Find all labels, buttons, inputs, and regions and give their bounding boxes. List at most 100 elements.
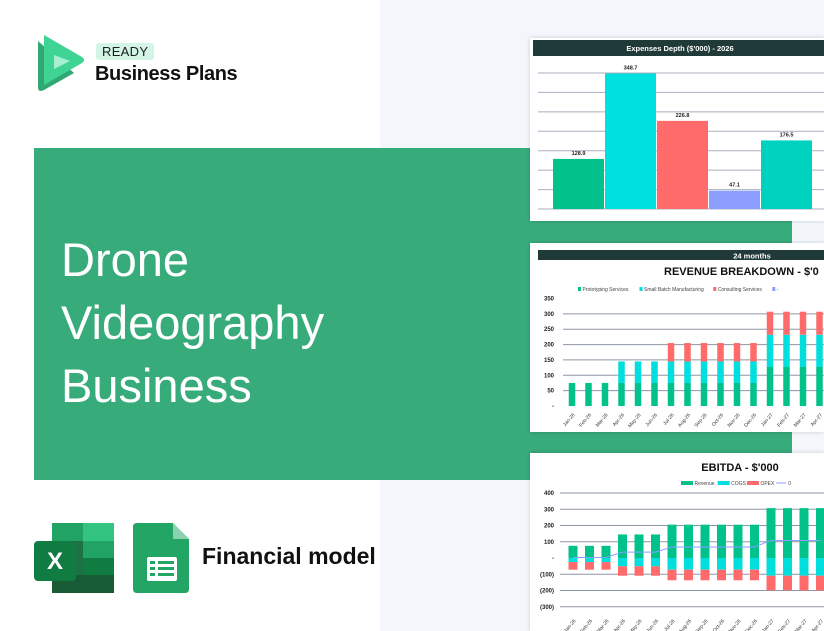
bar-segment bbox=[733, 558, 743, 570]
bar-segment bbox=[651, 566, 660, 576]
y-tick-label: 100 bbox=[544, 373, 555, 379]
x-tick-label: Jun-26 bbox=[646, 618, 661, 631]
bar-segment bbox=[667, 382, 675, 406]
bar-segment bbox=[568, 562, 578, 570]
data-label: 128.9 bbox=[572, 151, 586, 157]
bar-segment bbox=[799, 311, 807, 335]
expenses-chart: Expenses Depth ($'000) - 2026 128.9 348.7… bbox=[533, 40, 824, 210]
bar-segment bbox=[667, 524, 677, 558]
brand-badge: READY bbox=[96, 43, 155, 60]
bar-segment bbox=[634, 534, 644, 558]
bar-segment bbox=[684, 524, 693, 558]
bar-segment bbox=[799, 366, 807, 406]
bar-segment bbox=[750, 361, 757, 383]
bar-segment bbox=[618, 558, 627, 567]
bar-segment bbox=[651, 558, 660, 567]
x-tick-label: Dec-26 bbox=[743, 412, 758, 428]
y-tick-label: (200) bbox=[540, 589, 554, 595]
bar-segment bbox=[783, 311, 790, 335]
bar-segment bbox=[700, 558, 710, 570]
bar-segment bbox=[601, 382, 609, 406]
bar-segment bbox=[766, 334, 774, 367]
bar-segment bbox=[667, 361, 675, 383]
bar-segment bbox=[733, 569, 743, 581]
bar-segment bbox=[783, 334, 790, 367]
bar-segment bbox=[783, 575, 792, 591]
y-tick-label: 50 bbox=[547, 389, 554, 395]
x-tick-label: Mar-27 bbox=[794, 618, 809, 631]
bar-segment bbox=[816, 366, 823, 406]
bar-segment bbox=[684, 569, 693, 581]
bar-segment bbox=[601, 558, 611, 563]
legend-label: Small Batch Manufacturing bbox=[644, 287, 704, 293]
bar-segment bbox=[816, 311, 823, 335]
bar-segment bbox=[634, 558, 644, 567]
bar-segment bbox=[634, 382, 642, 406]
bar-segment bbox=[783, 508, 792, 558]
x-tick-label: May-26 bbox=[628, 618, 643, 631]
ebitda-line bbox=[573, 539, 821, 559]
bar-segment bbox=[585, 562, 594, 570]
y-tick-label: 300 bbox=[544, 507, 555, 513]
chart-title: EBITDA - $'000 bbox=[701, 462, 778, 474]
y-tick-label: 100 bbox=[544, 540, 555, 546]
legend-label: Consulting Services bbox=[718, 287, 763, 293]
chart-title: Expenses Depth ($'000) - 2026 bbox=[626, 44, 733, 53]
x-tick-label: Aug-26 bbox=[677, 412, 692, 428]
bar-segment bbox=[816, 508, 824, 558]
bar-segment bbox=[816, 334, 823, 367]
bar-segment bbox=[750, 558, 759, 570]
bar-segment bbox=[750, 343, 757, 362]
bar-segment bbox=[585, 558, 594, 563]
data-label: 47.1 bbox=[729, 183, 740, 189]
bar-segment bbox=[766, 575, 776, 591]
legend-label: Revenue bbox=[695, 481, 715, 487]
y-tick-label: 400 bbox=[544, 491, 555, 497]
bar-segment bbox=[651, 382, 658, 406]
bar-segment bbox=[799, 575, 809, 591]
x-tick-label: Jul-26 bbox=[663, 618, 676, 631]
bar bbox=[709, 190, 760, 209]
bar-segment bbox=[816, 558, 824, 576]
expenses-chart-card: Expenses Depth ($'000) - 2026 128.9 348.7… bbox=[530, 38, 824, 221]
bar-segment bbox=[700, 361, 708, 383]
bar-segment bbox=[799, 508, 809, 558]
chart-header bbox=[533, 40, 824, 56]
x-tick-label: Nov-26 bbox=[727, 412, 742, 428]
bar-segment bbox=[667, 343, 675, 362]
bar-segment bbox=[684, 382, 691, 406]
x-tick-label: May-26 bbox=[627, 412, 642, 429]
ebitda-chart-card: EBITDA - $'000 400 300 200 100 - (100) (200) (3… bbox=[530, 453, 824, 631]
bar-segment bbox=[766, 508, 776, 558]
chart-header bbox=[538, 250, 824, 260]
y-tick-label: - bbox=[552, 404, 554, 410]
chart-header-label: 24 months bbox=[733, 252, 771, 261]
bar bbox=[657, 120, 708, 209]
bar-segment bbox=[684, 361, 691, 383]
legend-swatch bbox=[717, 481, 730, 485]
bar-segment bbox=[700, 569, 710, 581]
legend-label: 0 bbox=[788, 481, 791, 487]
legend-swatch bbox=[639, 287, 643, 291]
bar-segment bbox=[717, 361, 724, 383]
page-title: Drone Videography Business bbox=[61, 228, 324, 417]
y-tick-label: 300 bbox=[544, 312, 555, 318]
revenue-chart-card: 24 months REVENUE BREAKDOWN - $'0 350 300… bbox=[530, 243, 824, 432]
bar-segment bbox=[634, 566, 644, 576]
bar-segment bbox=[717, 343, 724, 362]
legend-swatch bbox=[746, 481, 759, 485]
bar-segment bbox=[651, 361, 658, 383]
bar-segment bbox=[783, 366, 790, 406]
brand-name: Business Plans bbox=[95, 63, 238, 85]
legend-swatch bbox=[713, 287, 717, 291]
bar-segment bbox=[585, 545, 594, 558]
financial-model-label: Financial model bbox=[202, 543, 376, 569]
svg-text:X: X bbox=[47, 548, 63, 575]
bar-segment bbox=[618, 534, 627, 558]
bar-segment bbox=[700, 524, 710, 558]
bar-segment bbox=[618, 361, 625, 383]
bar-segment bbox=[700, 343, 708, 362]
title-line: Videography bbox=[61, 296, 325, 349]
data-label: 176.5 bbox=[780, 132, 794, 138]
x-tick-label: Apr-27 bbox=[810, 412, 824, 428]
